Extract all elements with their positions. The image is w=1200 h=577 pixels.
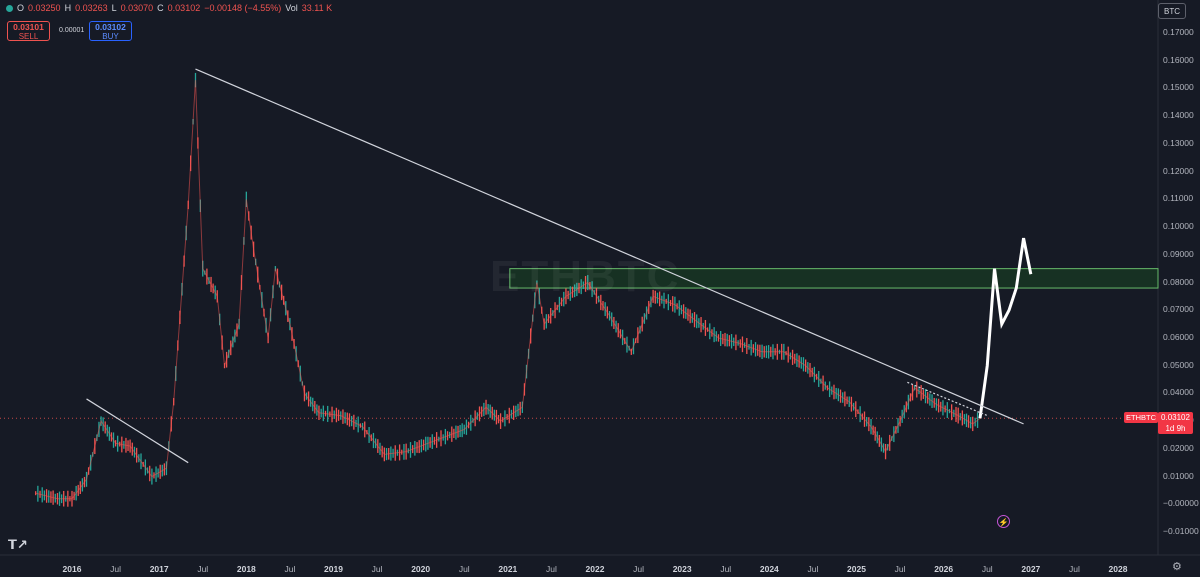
high-value: 0.03263 [75,3,108,13]
price-tick-label: 0.15000 [1163,82,1194,93]
sell-button[interactable]: 0.03101 SELL [7,21,50,41]
open-label: O [17,3,25,13]
market-status-icon [6,4,13,12]
price-tick-label: −0.00000 [1163,498,1199,509]
price-tick-label: 0.12000 [1163,165,1194,176]
price-tick-label: 0.04000 [1163,387,1194,398]
tradingview-logo-icon[interactable]: 𝗧↗ [8,537,28,552]
time-tick-label: 2021 [498,564,518,574]
ohlc-legend: O 0.03250 H 0.03263 L 0.03070 C 0.03102 −0.0… [6,3,332,13]
price-tick-label: 0.06000 [1163,331,1194,342]
time-tick-label: Jul [284,564,296,574]
time-tick-label: Jul [197,564,209,574]
low-label: L [111,3,117,13]
time-tick-label: 2022 [585,564,605,574]
time-tick-label: 2026 [934,564,954,574]
bar-countdown: 1d 9h [1165,424,1186,433]
spread-value: 0.00001 [59,27,85,34]
settings-gear-icon[interactable]: ⚙ [1172,561,1182,573]
time-tick-label: 2028 [1108,564,1128,574]
close-value: 0.03102 [167,3,201,13]
price-tick-label: 0.09000 [1163,248,1194,259]
open-value: 0.03250 [28,3,61,13]
lightning-icon[interactable]: ⚡ [997,515,1010,528]
time-tick-label: Jul [981,564,993,574]
currency-button[interactable]: BTC [1158,3,1186,19]
price-tick-label: 0.07000 [1163,304,1194,315]
time-tick-label: 2025 [847,564,866,574]
time-tick-label: Jul [894,564,906,574]
time-tick-label: 2017 [149,564,169,574]
sell-label: SELL [18,32,39,41]
sell-price: 0.03101 [13,22,44,32]
price-tick-label: 0.13000 [1163,137,1194,148]
time-tick-label: 2019 [324,564,343,574]
last-price-value: 0.03102 [1161,413,1190,422]
price-tick-label: 0.17000 [1163,27,1194,37]
time-tick-label: 2018 [236,564,256,574]
price-tick-label: 0.11000 [1163,193,1194,204]
high-label: H [64,3,72,13]
buy-button[interactable]: 0.03102 BUY [89,21,132,41]
symbol-watermark: ETHBTC [490,252,681,301]
time-tick-label: Jul [545,564,557,574]
time-tick-label: Jul [807,564,819,574]
time-tick-label: Jul [371,564,383,574]
time-tick-label: 2027 [1021,564,1041,574]
price-tick-label: 0.02000 [1163,442,1194,453]
time-tick-label: 2023 [672,564,692,574]
last-price-tag: 0.03102 1d 9h [1158,412,1193,434]
close-label: C [157,3,164,13]
time-tick-label: Jul [458,564,470,574]
symbol-tag: ETHBTC [1124,412,1158,423]
projection-series-line [978,237,1033,419]
trendline-3 [907,381,988,417]
price-tick-label: 0.01000 [1163,470,1194,481]
price-tick-label: 0.16000 [1163,54,1194,65]
time-tick-label: Jul [633,564,645,574]
price-tick-label: 0.14000 [1163,110,1194,121]
price-tick-label: 0.08000 [1163,276,1194,287]
time-tick-label: Jul [1068,564,1080,574]
buy-label: BUY [102,32,119,41]
trendline-1 [86,398,189,464]
buy-price: 0.03102 [95,22,126,32]
volume-value: 33.11 K [301,3,333,13]
price-tick-label: −0.01000 [1163,526,1199,536]
time-tick-label: Jul [720,564,732,574]
trendline-2 [195,68,1024,425]
time-tick-label: 2020 [411,564,431,574]
change-value: −0.00148 (−4.55%) [204,3,282,13]
time-tick-label: 2016 [62,564,82,574]
volume-label: Vol [285,3,298,13]
time-tick-label: 2024 [759,564,779,574]
price-tick-label: 0.05000 [1163,359,1194,370]
time-tick-label: Jul [110,564,122,574]
price-tick-label: 0.10000 [1163,221,1194,232]
low-value: 0.03070 [120,3,154,13]
price-series-line [35,80,981,500]
